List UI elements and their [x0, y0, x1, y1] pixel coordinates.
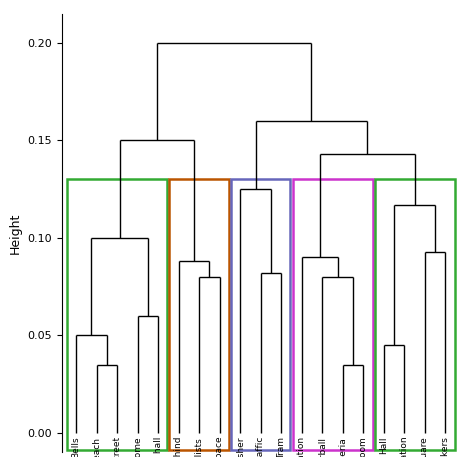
Bar	[169, 180, 229, 451]
Text: Market square: Market square	[420, 437, 429, 457]
Text: Narrow space: Narrow space	[215, 437, 224, 457]
Text: Traffic: Traffic	[256, 437, 265, 457]
Text: Bells: Bells	[72, 437, 81, 457]
Text: Floorball: Floorball	[318, 437, 327, 457]
Text: Quiet street: Quiet street	[112, 437, 121, 457]
Text: Talkers: Talkers	[441, 437, 450, 457]
Text: Class room: Class room	[359, 437, 368, 457]
Text: Beach: Beach	[92, 437, 101, 457]
Y-axis label: Height: Height	[9, 213, 22, 254]
Bar	[292, 180, 373, 451]
Text: Lecture hall: Lecture hall	[154, 437, 163, 457]
Text: Cyclists: Cyclists	[195, 437, 204, 457]
Text: Subway station: Subway station	[400, 437, 409, 457]
Text: Tram: Tram	[277, 437, 286, 457]
Bar	[231, 180, 291, 451]
Text: Traffic behind: Traffic behind	[174, 437, 183, 457]
Text: Railway station: Railway station	[297, 437, 306, 457]
Text: Home: Home	[133, 437, 142, 457]
Bar	[67, 180, 167, 451]
Bar	[374, 180, 455, 451]
Text: Hall: Hall	[379, 437, 388, 454]
Text: Dishwasher: Dishwasher	[236, 437, 245, 457]
Text: Cafeteria: Cafeteria	[338, 437, 347, 457]
